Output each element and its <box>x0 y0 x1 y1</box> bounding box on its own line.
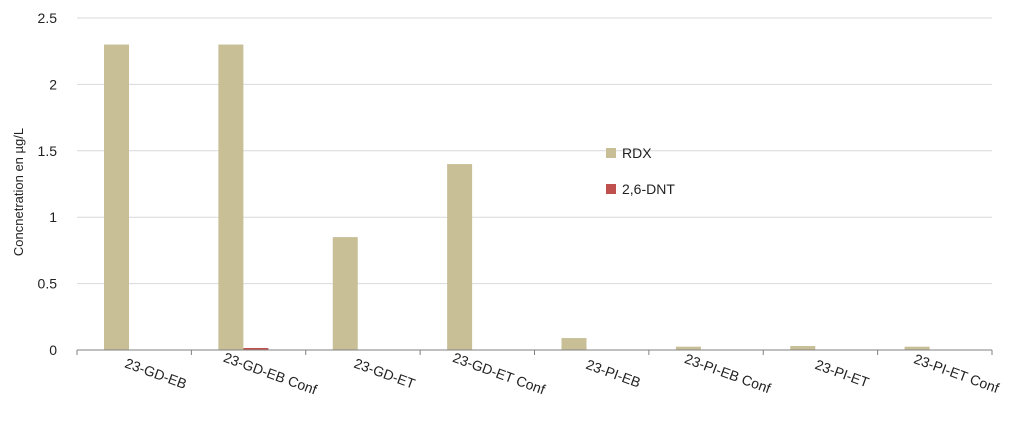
bar-rdx <box>790 346 816 350</box>
bar-rdx <box>447 164 473 350</box>
legend-entry: RDX <box>622 145 652 161</box>
bar-dnt <box>243 348 269 350</box>
bar-rdx <box>332 237 358 350</box>
bar-rdx <box>904 346 930 350</box>
bar-rdx <box>104 44 129 351</box>
y-tick-label: 1 <box>49 209 57 225</box>
x-tick-label: 23-PI-EB Conf <box>683 350 773 396</box>
legend-swatch <box>606 184 616 194</box>
legend: RDX 2,6-DNT <box>606 145 675 197</box>
x-tick-label: 23-GD-EB <box>123 355 189 392</box>
legend-swatch <box>606 148 616 158</box>
y-tick-label: 0.5 <box>38 276 58 292</box>
gridlines <box>77 17 992 285</box>
y-tick-label: 2 <box>49 76 57 92</box>
y-axis-ticks: 0 0.5 1 1.5 2 2.5 <box>38 10 58 358</box>
x-axis <box>76 349 993 355</box>
bar-rdx <box>675 346 701 350</box>
x-tick-label: 23-GD-EB Conf <box>221 349 319 398</box>
bar-rdx <box>218 44 244 351</box>
x-tick-label: 23-GD-ET Conf <box>451 349 548 397</box>
y-tick-label: 1.5 <box>38 143 58 159</box>
x-tick-label: 23-PI-ET <box>813 356 872 390</box>
y-tick-label: 2.5 <box>38 10 58 26</box>
bar-rdx <box>561 338 587 350</box>
x-tick-label: 23-GD-ET <box>352 355 418 392</box>
x-tick-label: 23-PI-ET Conf <box>912 351 1001 397</box>
bars <box>104 44 930 351</box>
legend-entry: 2,6-DNT <box>622 181 675 197</box>
x-axis-labels: 23-GD-EB 23-GD-EB Conf 23-GD-ET 23-GD-ET Co… <box>123 349 1001 398</box>
y-axis-title: Concnetration en µg/L <box>11 128 26 256</box>
y-tick-label: 0 <box>49 342 57 358</box>
x-tick-label: 23-PI-EB <box>584 356 643 390</box>
